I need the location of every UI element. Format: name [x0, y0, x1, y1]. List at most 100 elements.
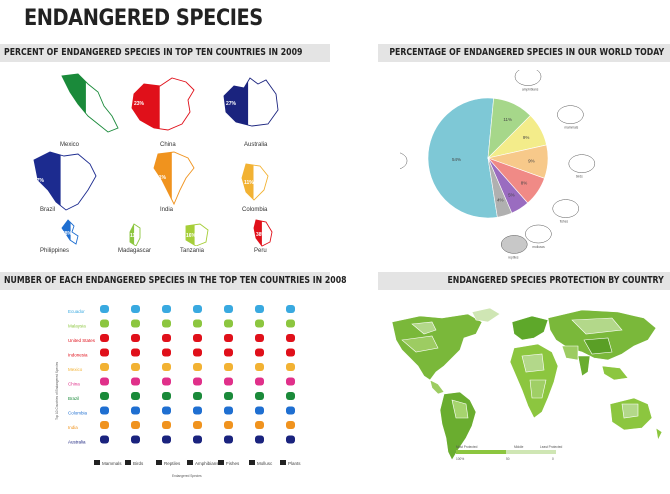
plants-icon	[286, 435, 295, 444]
mollusc-legend-icon	[249, 460, 255, 465]
page-title: ENDANGERED SPECIES	[24, 6, 263, 31]
plants-icon	[286, 348, 295, 357]
table-row-label: Brazil	[68, 396, 79, 401]
reptiles-icon	[162, 377, 171, 386]
plants-icon	[380, 151, 408, 171]
pie-label: 9%	[523, 135, 530, 140]
table-row-label: United States	[68, 338, 96, 343]
birds-icon	[131, 406, 140, 415]
fishes-icon	[224, 305, 233, 313]
country-pct: 21%	[156, 175, 167, 182]
fishes-icon	[224, 363, 233, 371]
fishes-icon	[552, 199, 579, 218]
amphibians-icon	[193, 363, 202, 371]
mammals-icon	[100, 392, 109, 400]
plants-icon	[286, 421, 295, 429]
pie-category-label: fishes	[560, 220, 569, 224]
mammals-icon	[100, 334, 109, 342]
section-title: NUMBER OF EACH ENDANGERED SPECIES IN THE…	[4, 275, 347, 286]
pie-chart: 54%plants11%amphibians9%mammals9%birds8%…	[380, 67, 596, 259]
country-label: Tanzania	[180, 248, 205, 254]
legend-value-right: 0	[552, 457, 554, 461]
table-column-label: Birds	[133, 461, 144, 466]
country-pct: 11%	[130, 232, 140, 239]
country-map-brazil	[30, 150, 98, 212]
mollusc-icon	[255, 377, 264, 386]
pie-label: 4%	[497, 197, 504, 202]
table-row-label: China	[68, 382, 80, 387]
molluscs-icon	[525, 224, 552, 244]
plants-icon	[286, 334, 295, 342]
plants-icon	[286, 406, 295, 415]
country-map-india	[152, 150, 196, 206]
mammals-icon	[100, 348, 109, 357]
mammals-icon	[100, 305, 109, 313]
pie-label: 8%	[521, 180, 528, 185]
mammals-icon	[100, 319, 109, 328]
fishes-icon	[224, 392, 233, 400]
mollusc-icon	[255, 406, 264, 415]
pie-label: 5%	[508, 192, 515, 197]
country-label: Philippines	[40, 248, 70, 254]
fishes-icon	[224, 348, 233, 357]
birds-icon	[131, 421, 140, 429]
table-column-label: Reptiles	[164, 461, 181, 466]
mollusc-icon	[255, 319, 264, 328]
reptiles-icon	[162, 319, 171, 328]
country-map-china	[130, 76, 196, 132]
birds-icon	[131, 348, 140, 357]
table-column-label: Fishes	[226, 461, 240, 466]
country-map-madagascar	[126, 222, 144, 246]
table-row-label: Mexico	[68, 367, 83, 372]
country-label: Peru	[254, 248, 267, 254]
mollusc-icon	[255, 334, 264, 342]
country-map-australia	[222, 76, 280, 132]
legend-middle: Middle	[514, 445, 524, 449]
amphibians-icon	[193, 377, 202, 386]
country-pct: 11%	[244, 180, 254, 186]
legend-value-left: 100%	[456, 457, 464, 461]
birds-legend-icon	[125, 460, 131, 465]
fishes-icon	[224, 319, 233, 328]
country-label: Mexico	[60, 142, 80, 148]
species-table: Top 10 Countries of Endangered Species Ec…	[55, 305, 301, 478]
reptiles-icon	[162, 334, 171, 342]
reptiles-icon	[162, 305, 171, 313]
pie-category-label: molluscs	[532, 245, 545, 249]
section-title: ENDANGERED SPECIES PROTECTION BY COUNTRY	[447, 275, 664, 286]
mollusc-icon	[255, 363, 264, 371]
reptiles-icon	[162, 348, 171, 357]
legend-value-mid: 50	[506, 457, 510, 461]
section-bar-countries-2008: NUMBER OF EACH ENDANGERED SPECIES IN THE…	[0, 272, 347, 290]
table-row-label: India	[68, 425, 78, 430]
table-column-label: Mollusc	[257, 461, 273, 466]
amphibians-icon	[193, 421, 202, 429]
country-label: Australia	[244, 142, 268, 148]
pie-chart-panel: 54%plants11%amphibians9%mammals9%birds8%…	[380, 67, 640, 260]
mollusc-icon	[255, 435, 264, 444]
fishes-icon	[224, 435, 233, 444]
fishes-legend-icon	[218, 460, 224, 465]
amphibians-icon	[193, 305, 202, 313]
amphibians-icon	[193, 392, 202, 400]
country-label: China	[160, 142, 176, 148]
reptiles-icon	[162, 363, 171, 371]
birds-icon	[131, 319, 140, 328]
mammals-icon	[100, 406, 109, 415]
plants-icon	[286, 363, 295, 371]
section-bar-protection: ENDANGERED SPECIES PROTECTION BY COUNTRY	[378, 272, 670, 290]
table-xlabel: Endangered Species	[172, 474, 202, 478]
pie-label: 9%	[528, 159, 535, 164]
mollusc-icon	[255, 421, 264, 429]
reptiles-icon	[162, 421, 171, 429]
world-map-panel: Most Protected Middle Least Protected 10…	[372, 300, 670, 489]
country-map-peru	[252, 218, 274, 248]
mammals-icon	[100, 363, 109, 371]
table-column-label: Mammals	[102, 461, 122, 466]
pie-category-label: birds	[576, 175, 583, 179]
species-table-panel: Top 10 Countries of Endangered Species Ec…	[50, 300, 320, 480]
country-map-mexico	[58, 72, 120, 138]
birds-icon	[131, 305, 140, 313]
pie-label: 11%	[503, 117, 512, 122]
reptiles-icon	[162, 392, 171, 400]
